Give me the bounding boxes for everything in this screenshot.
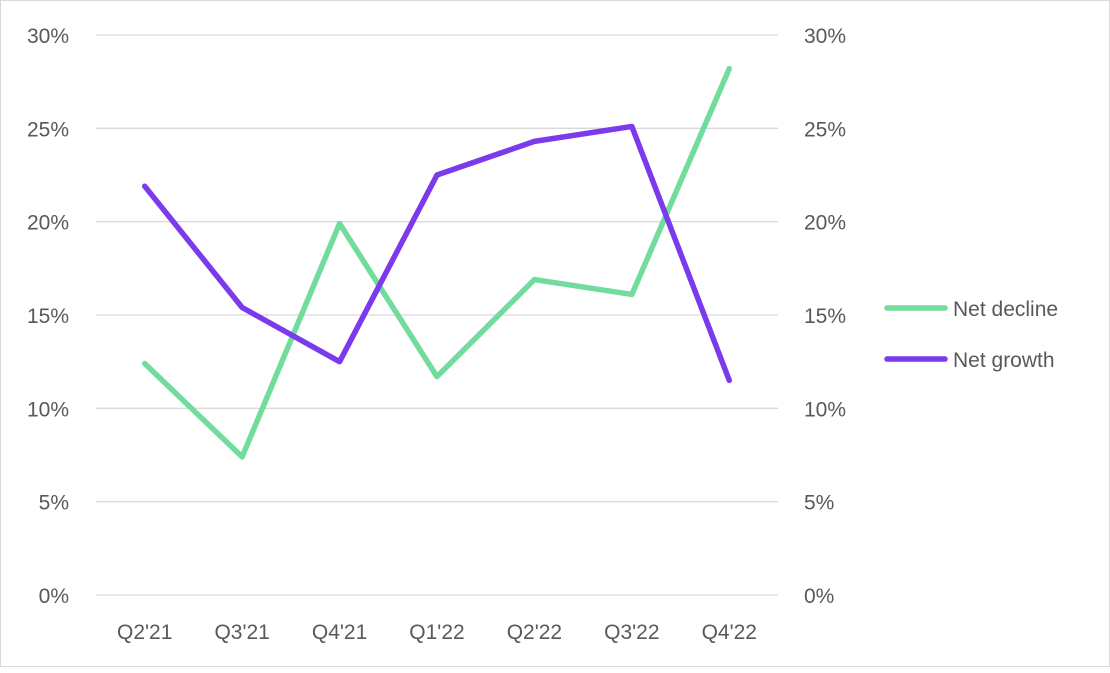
y-tick-label-right: 10% — [804, 398, 846, 421]
y-tick-label-left: 10% — [27, 398, 69, 421]
y-tick-label-right: 0% — [804, 585, 834, 608]
series-lines — [141, 65, 733, 460]
y-axis-left: 0% 5% 10% 15% 20% 25% 30% — [27, 25, 69, 608]
legend: Net decline Net growth — [884, 298, 1058, 372]
x-axis: Q2'21 Q3'21 Q4'21 Q1'22 Q2'22 Q3'22 Q4'22 — [117, 621, 757, 644]
y-tick-label-left: 5% — [39, 492, 69, 515]
x-tick-label: Q4'21 — [312, 621, 367, 644]
x-tick-label: Q3'21 — [214, 621, 269, 644]
y-tick-label-left: 0% — [39, 585, 69, 608]
x-tick-label: Q2'21 — [117, 621, 172, 644]
series-line-net-decline — [141, 65, 733, 460]
gridlines — [96, 34, 778, 596]
y-tick-label-left: 30% — [27, 25, 69, 48]
y-tick-label-right: 25% — [804, 118, 846, 141]
y-tick-label-right: 30% — [804, 25, 846, 48]
legend-label: Net growth — [953, 349, 1055, 372]
x-tick-label: Q3'22 — [604, 621, 659, 644]
y-tick-label-left: 15% — [27, 305, 69, 328]
x-tick-label: Q1'22 — [409, 621, 464, 644]
y-tick-label-right: 15% — [804, 305, 846, 328]
y-tick-label-left: 20% — [27, 212, 69, 235]
x-tick-label: Q4'22 — [702, 621, 757, 644]
legend-label: Net decline — [953, 298, 1058, 321]
y-tick-label-right: 5% — [804, 492, 834, 515]
series-line-net-growth — [141, 123, 733, 384]
x-tick-label: Q2'22 — [507, 621, 562, 644]
y-axis-right: 0% 5% 10% 15% 20% 25% 30% — [804, 25, 846, 608]
y-tick-label-left: 25% — [27, 118, 69, 141]
y-tick-label-right: 20% — [804, 212, 846, 235]
